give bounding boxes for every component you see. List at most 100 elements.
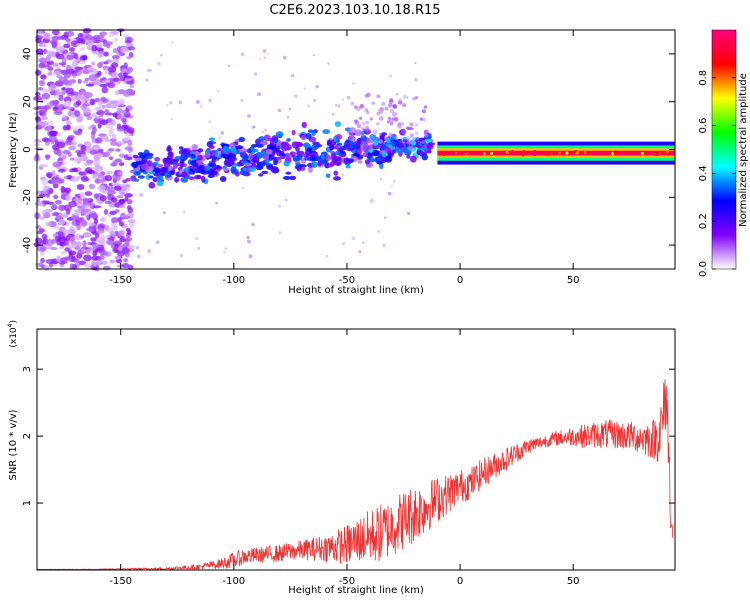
heatmap-cell bbox=[72, 168, 79, 173]
heatmap-cell bbox=[288, 175, 297, 181]
heatmap-cell bbox=[128, 221, 135, 228]
heatmap-cell bbox=[84, 211, 90, 218]
heatmap-cell bbox=[118, 162, 125, 166]
heatmap-cell bbox=[117, 141, 126, 145]
heatmap-cell bbox=[208, 120, 212, 124]
heatmap-cell bbox=[97, 185, 106, 191]
heatmap-cell bbox=[99, 195, 107, 202]
heatmap-cell bbox=[268, 172, 272, 176]
heatmap-cell bbox=[104, 224, 110, 231]
heatmap-cell bbox=[109, 210, 117, 215]
heatmap-cell bbox=[565, 151, 569, 155]
heatmap-cell bbox=[372, 140, 379, 146]
heatmap-cell bbox=[315, 85, 319, 89]
heatmap-cell bbox=[97, 200, 103, 205]
heatmap-cell bbox=[356, 106, 361, 111]
heatmap-cell bbox=[178, 100, 183, 105]
heatmap-cell bbox=[108, 127, 114, 134]
heatmap-cell bbox=[324, 162, 331, 169]
heatmap-cell bbox=[387, 191, 392, 196]
heatmap-cell bbox=[586, 151, 590, 155]
heatmap-cell bbox=[389, 98, 394, 103]
heatmap-cell bbox=[47, 72, 53, 76]
heatmap-cell bbox=[335, 103, 338, 107]
heatmap-cell bbox=[99, 251, 109, 256]
heatmap-cell bbox=[47, 125, 52, 132]
heatmap-cell bbox=[52, 161, 62, 168]
heatmap-cell bbox=[66, 106, 74, 110]
heatmap-cell bbox=[105, 239, 113, 245]
heatmap-cell bbox=[238, 136, 246, 142]
heatmap-cell bbox=[286, 115, 290, 119]
heatmap-cell bbox=[665, 150, 669, 154]
heatmap-cell bbox=[122, 72, 128, 77]
heatmap-cell bbox=[70, 257, 80, 263]
heatmap-cell bbox=[262, 49, 267, 53]
heatmap-cell bbox=[80, 176, 89, 182]
heatmap-cell bbox=[112, 54, 120, 60]
heatmap-cell bbox=[378, 109, 384, 115]
heatmap-cell bbox=[330, 150, 336, 155]
heatmap-cell bbox=[47, 66, 54, 71]
heatmap-cell bbox=[70, 95, 78, 102]
heatmap-cell bbox=[55, 199, 62, 205]
heatmap-cell bbox=[365, 120, 369, 125]
heatmap-cell bbox=[418, 155, 422, 160]
heatmap-cell bbox=[60, 250, 67, 255]
heatmap-cell bbox=[108, 156, 114, 160]
heatmap-cell bbox=[400, 122, 405, 126]
colorbar-tick-label: 0.8 bbox=[698, 70, 709, 86]
heatmap-cell bbox=[56, 53, 65, 60]
heatmap-cell bbox=[167, 144, 172, 152]
heatmap-cell bbox=[84, 262, 91, 269]
heatmap-cell bbox=[366, 92, 371, 98]
heatmap-cell bbox=[56, 36, 66, 41]
heatmap-cell bbox=[84, 191, 92, 196]
heatmap-cell bbox=[33, 95, 43, 101]
heatmap-cell bbox=[658, 152, 662, 156]
heatmap-cell bbox=[112, 47, 118, 54]
heatmap-cell bbox=[51, 41, 58, 48]
heatmap-cell bbox=[85, 248, 94, 255]
heatmap-cell bbox=[106, 186, 116, 193]
heatmap-cell bbox=[335, 134, 343, 140]
heatmap-cell bbox=[43, 265, 50, 272]
heatmap-cell bbox=[82, 208, 91, 213]
heatmap-y-tick-label: -40 bbox=[22, 237, 33, 253]
heatmap-cell bbox=[381, 132, 387, 136]
heatmap-cell bbox=[181, 148, 188, 155]
heatmap-cell bbox=[390, 185, 393, 188]
heatmap-cell bbox=[92, 261, 97, 267]
heatmap-cell bbox=[376, 161, 383, 165]
heatmap-cell bbox=[345, 164, 351, 169]
heatmap-cell bbox=[389, 140, 396, 146]
heatmap-cell bbox=[300, 135, 307, 140]
heatmap-cell bbox=[123, 136, 131, 142]
heatmap-cell bbox=[173, 162, 179, 169]
heatmap-cell bbox=[56, 132, 62, 137]
heatmap-cell bbox=[45, 221, 51, 227]
heatmap-cell bbox=[109, 138, 117, 142]
heatmap-cell bbox=[83, 254, 92, 262]
heatmap-cell bbox=[362, 241, 365, 245]
heatmap-cell bbox=[141, 159, 148, 163]
heatmap-cell bbox=[59, 62, 67, 66]
heatmap-cell bbox=[112, 58, 119, 64]
heatmap-cell bbox=[63, 82, 73, 86]
heatmap-cell bbox=[325, 254, 329, 258]
heatmap-cell bbox=[61, 115, 68, 121]
heatmap-cell bbox=[351, 137, 357, 143]
heatmap-cell bbox=[48, 85, 54, 92]
heatmap-cell bbox=[288, 107, 292, 111]
heatmap-cell bbox=[36, 230, 43, 235]
heatmap-cell bbox=[301, 121, 307, 129]
heatmap-cell bbox=[406, 96, 409, 99]
heatmap-cell bbox=[414, 78, 418, 82]
heatmap-cell bbox=[100, 216, 106, 223]
heatmap-cell bbox=[293, 94, 298, 98]
heatmap-cell bbox=[51, 203, 57, 209]
heatmap-cell bbox=[45, 239, 55, 246]
heatmap-cell bbox=[409, 122, 414, 127]
heatmap-cell bbox=[248, 254, 253, 259]
heatmap-cell bbox=[414, 122, 419, 127]
